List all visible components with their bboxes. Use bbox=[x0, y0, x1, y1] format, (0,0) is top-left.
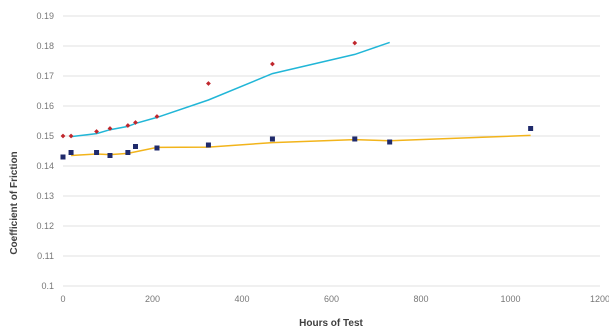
point-0-1 bbox=[68, 133, 74, 139]
y-tick-label-5: 0.15 bbox=[36, 131, 54, 141]
y-tick-label-8: 0.18 bbox=[36, 41, 54, 51]
x-tick-label-2: 400 bbox=[234, 294, 249, 304]
x-tick-label-0: 0 bbox=[60, 294, 65, 304]
x-tick-label-4: 800 bbox=[413, 294, 428, 304]
point-0-3 bbox=[107, 126, 113, 131]
y-axis-title: Coefficient of Friction bbox=[9, 151, 20, 254]
y-tick-label-0: 0.1 bbox=[41, 281, 54, 291]
y-tick-label-3: 0.13 bbox=[36, 191, 54, 201]
point-0-4 bbox=[125, 123, 131, 128]
point-0-7 bbox=[206, 81, 211, 86]
y-tick-label-6: 0.16 bbox=[36, 101, 54, 111]
point-0-9 bbox=[352, 40, 358, 46]
point-1-0 bbox=[60, 154, 66, 160]
point-1-8 bbox=[269, 136, 275, 142]
series-0 bbox=[60, 40, 390, 139]
x-axis-ticks: 0 200 400 600 800 1000 1200 bbox=[60, 294, 609, 304]
point-1-4 bbox=[125, 150, 131, 155]
point-1-9 bbox=[352, 136, 358, 142]
y-tick-label-4: 0.14 bbox=[36, 161, 54, 171]
trendline-0 bbox=[71, 41, 390, 138]
y-tick-label-7: 0.17 bbox=[36, 71, 54, 81]
point-0-0 bbox=[60, 133, 66, 139]
x-tick-label-5: 1000 bbox=[500, 294, 520, 304]
gridlines bbox=[63, 15, 600, 287]
x-axis-title: Hours of Test bbox=[299, 318, 363, 329]
point-0-5 bbox=[133, 120, 138, 125]
x-tick-label-6: 1200 bbox=[590, 294, 609, 304]
point-1-7 bbox=[205, 142, 211, 148]
point-1-11 bbox=[528, 126, 534, 131]
x-tick-label-1: 200 bbox=[145, 294, 160, 304]
point-0-2 bbox=[94, 129, 99, 134]
y-tick-label-1: 0.11 bbox=[37, 251, 54, 261]
x-tick-label-3: 600 bbox=[324, 294, 339, 304]
point-1-2 bbox=[94, 150, 100, 155]
point-1-3 bbox=[107, 153, 113, 158]
point-1-6 bbox=[154, 145, 160, 151]
trendline-1 bbox=[71, 134, 531, 157]
point-1-1 bbox=[68, 150, 74, 155]
point-0-8 bbox=[270, 61, 275, 67]
y-tick-label-9: 0.19 bbox=[36, 11, 54, 21]
point-1-5 bbox=[132, 144, 138, 149]
point-0-6 bbox=[154, 114, 160, 119]
y-axis-ticks: 0.1 0.11 0.12 0.13 0.14 0.15 0.16 0.17 0.18 0.19 bbox=[36, 11, 54, 291]
series-1 bbox=[60, 126, 534, 160]
point-1-10 bbox=[387, 139, 393, 145]
y-tick-label-2: 0.12 bbox=[36, 221, 54, 231]
series-layer bbox=[60, 40, 534, 160]
